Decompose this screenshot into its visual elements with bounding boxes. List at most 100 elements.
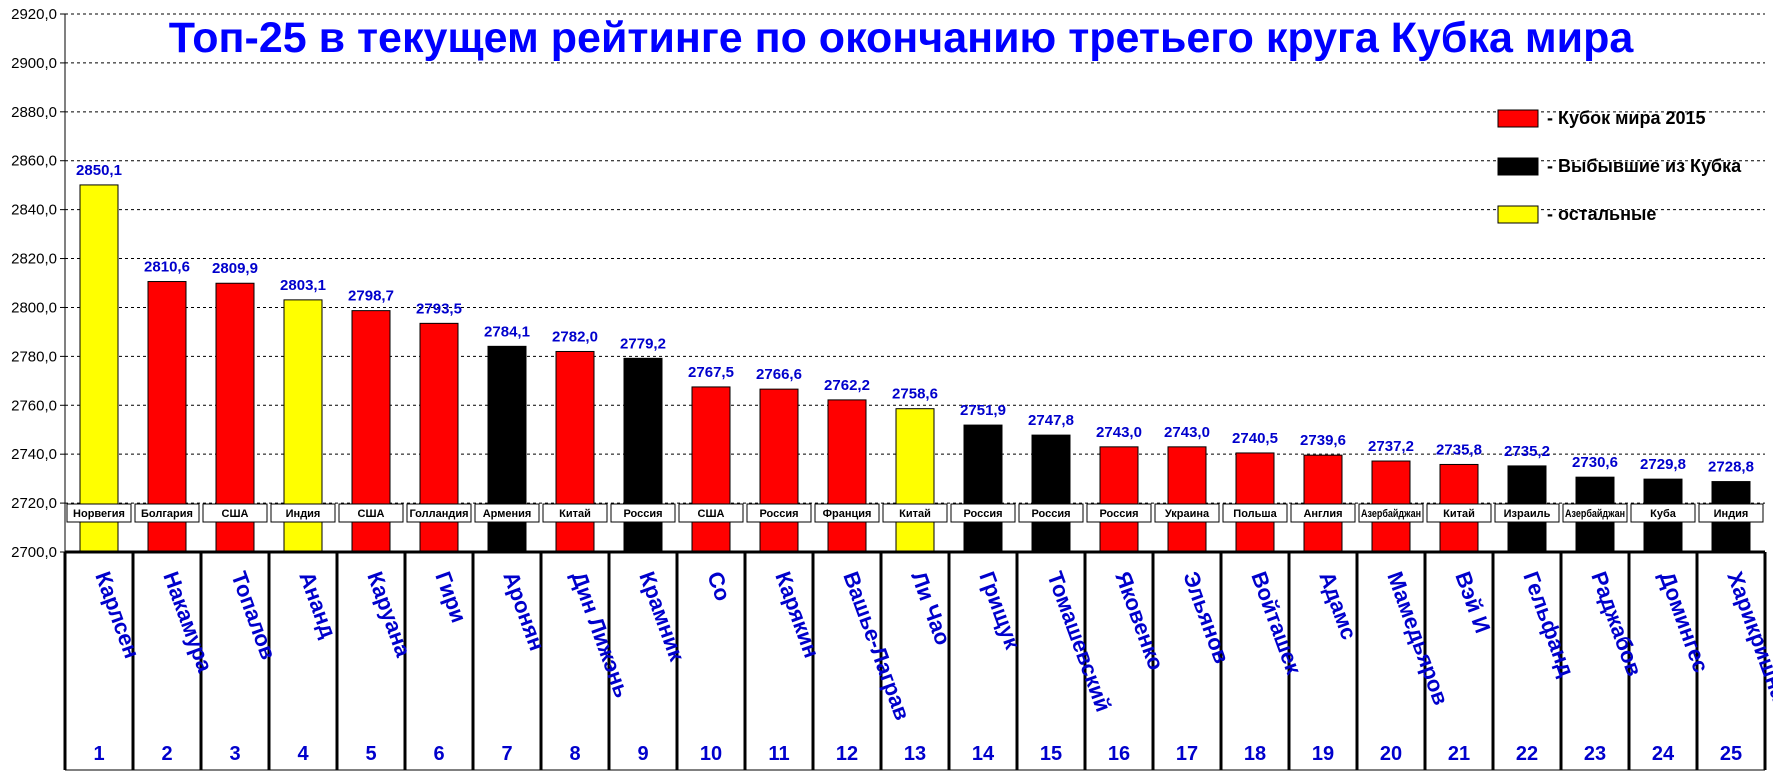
rank-label: 16 xyxy=(1108,743,1130,765)
country-label-box xyxy=(882,503,948,523)
country-label-box xyxy=(1018,503,1084,523)
player-name: Гельфанд xyxy=(1518,568,1579,680)
rank-label: 13 xyxy=(904,743,926,765)
player-name: Со xyxy=(702,568,736,604)
value-label: 2793,5 xyxy=(416,300,462,317)
player-name-labels: Карлсен Накамура Топалов Ананд Каруана Гири Ар… xyxy=(90,568,1773,723)
player-name: Дин Лижэнь xyxy=(566,568,635,701)
country-label-box xyxy=(814,503,880,523)
axes xyxy=(63,14,1767,771)
country-label: Россия xyxy=(963,508,1002,520)
value-label: 2782,0 xyxy=(552,328,598,345)
country-label: Россия xyxy=(759,508,798,520)
value-label: 2779,2 xyxy=(620,335,666,352)
y-tick-label: 2820,0 xyxy=(11,251,57,268)
country-label: Индия xyxy=(286,508,321,520)
country-label: Россия xyxy=(623,508,662,520)
rank-label: 12 xyxy=(836,743,858,765)
player-name: Каруана xyxy=(362,568,416,661)
country-label-box xyxy=(1698,503,1764,523)
grid-lines xyxy=(65,13,1765,504)
country-label: Франция xyxy=(823,508,872,520)
player-name: Адамс xyxy=(1314,568,1362,643)
rank-label: 20 xyxy=(1380,743,1402,765)
rank-label: 5 xyxy=(365,743,376,765)
legend-label: - остальные xyxy=(1547,204,1656,224)
country-label-box xyxy=(542,503,608,523)
value-labels: 2850,1 2810,6 2809,9 2803,1 2798,7 2793,5 2784… xyxy=(76,162,1754,476)
country-label-box xyxy=(1086,503,1152,523)
rank-label: 19 xyxy=(1312,743,1334,765)
bar xyxy=(895,408,935,553)
country-label: Азербайджан xyxy=(1361,508,1421,520)
country-label: Китай xyxy=(1443,508,1475,520)
player-name: Карякин xyxy=(770,568,824,661)
value-label: 2728,8 xyxy=(1708,459,1754,476)
rank-label: 6 xyxy=(433,743,444,765)
value-label: 2798,7 xyxy=(348,288,394,305)
player-name: Топалов xyxy=(226,568,281,663)
rank-label: 2 xyxy=(161,743,172,765)
rank-label: 8 xyxy=(569,743,580,765)
bar xyxy=(691,386,731,553)
rank-label: 18 xyxy=(1244,743,1266,765)
legend-swatch xyxy=(1497,157,1539,176)
country-label-box xyxy=(1562,503,1628,523)
country-label-box xyxy=(1426,503,1492,523)
player-name: Томашевский xyxy=(1042,568,1116,715)
y-tick-label: 2880,0 xyxy=(11,104,57,121)
country-label: Норвегия xyxy=(73,508,125,520)
y-axis-tick-labels: 2700,0 2720,0 2740,0 2760,0 2780,0 2800,0 2820… xyxy=(11,6,65,561)
legend-label: - Кубок мира 2015 xyxy=(1547,108,1706,128)
country-label-box xyxy=(1222,503,1288,523)
value-label: 2803,1 xyxy=(280,277,326,294)
country-label-box xyxy=(66,503,132,523)
bars xyxy=(79,184,1751,553)
value-label: 2743,0 xyxy=(1096,424,1142,441)
value-label: 2758,6 xyxy=(892,386,938,403)
value-label: 2730,6 xyxy=(1572,454,1618,471)
player-name: Ананд xyxy=(294,568,341,641)
y-tick-label: 2760,0 xyxy=(11,397,57,414)
value-label: 2767,5 xyxy=(688,364,734,381)
country-label: Болгария xyxy=(141,508,193,520)
player-name: Эльянов xyxy=(1178,568,1234,666)
country-label: Китай xyxy=(899,508,931,520)
country-label: Польша xyxy=(1233,508,1277,520)
player-name: Гири xyxy=(430,568,471,626)
rank-label: 7 xyxy=(501,743,512,765)
y-tick-label: 2700,0 xyxy=(11,544,57,561)
rank-label: 11 xyxy=(768,743,789,765)
rank-label: 22 xyxy=(1516,743,1538,765)
legend-label: - Выбывшие из Кубка xyxy=(1547,156,1742,176)
rank-label: 1 xyxy=(93,743,104,765)
player-name: Мамедьяров xyxy=(1382,568,1453,708)
bar xyxy=(623,357,663,553)
country-label-box xyxy=(1630,503,1696,523)
player-name: Войташек xyxy=(1246,568,1307,678)
legend-swatch xyxy=(1497,205,1539,224)
country-label: Азербайджан xyxy=(1565,508,1625,520)
bar xyxy=(1099,446,1139,553)
country-label: Россия xyxy=(1031,508,1070,520)
bar xyxy=(963,424,1003,553)
player-name: Крамник xyxy=(634,568,690,665)
country-label-box xyxy=(1494,503,1560,523)
player-name: Накамура xyxy=(158,568,218,676)
y-tick-label: 2800,0 xyxy=(11,299,57,316)
rank-label: 24 xyxy=(1652,743,1675,765)
country-label-box xyxy=(746,503,812,523)
value-label: 2747,8 xyxy=(1028,412,1074,429)
value-label: 2735,8 xyxy=(1436,441,1482,458)
country-label: США xyxy=(698,508,725,520)
country-label: Россия xyxy=(1099,508,1138,520)
country-label-box xyxy=(950,503,1016,523)
value-label: 2784,1 xyxy=(484,323,530,340)
y-tick-label: 2900,0 xyxy=(11,55,57,72)
rank-label: 15 xyxy=(1040,743,1062,765)
player-name: Яковенко xyxy=(1110,568,1169,673)
rank-label: 23 xyxy=(1584,743,1606,765)
rank-label: 4 xyxy=(297,743,309,765)
player-name: Вашье-Лаграв xyxy=(838,568,915,723)
player-name: Вэй И xyxy=(1450,568,1495,636)
